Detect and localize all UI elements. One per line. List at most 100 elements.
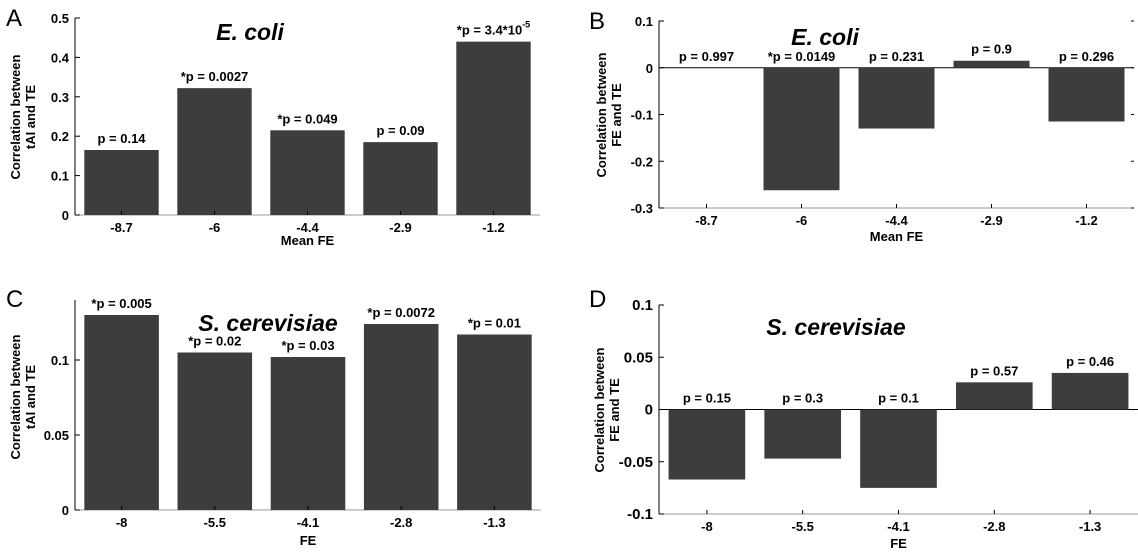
y-tick-label: 0.1	[635, 14, 653, 29]
y-tick-label: 0.2	[51, 129, 69, 144]
y-tick-label: 0.1	[51, 169, 69, 184]
x-tick-label: -2.8	[983, 519, 1005, 534]
x-tick-label: -2.9	[980, 213, 1002, 228]
bar	[270, 357, 346, 510]
p-value-label: p = 0.997	[679, 49, 734, 64]
panel-letter: A	[6, 5, 22, 32]
p-value-label: p = 0.296	[1059, 49, 1114, 64]
bar	[177, 352, 253, 510]
x-axis-label: Mean FE	[281, 233, 335, 248]
p-value-label: p = 0.1	[878, 391, 919, 406]
p-value-text: p = 0.15	[683, 391, 731, 406]
x-tick-label: -6	[796, 213, 808, 228]
p-value-text: *p = 0.03	[281, 338, 334, 353]
bar	[457, 334, 532, 510]
x-tick-label: -8	[701, 519, 713, 534]
y-tick-label: 0	[645, 402, 653, 419]
p-value-text: p = 0.46	[1066, 354, 1114, 369]
panel-a: A 0 0.1 0.2 0.3 0.4 0.5 -8.7 p = 0.14 -6 *p = 0.00…	[6, 5, 540, 248]
bar	[1051, 372, 1129, 410]
p-value-label: p = 0.57	[970, 363, 1018, 378]
chart-title: E. coli	[791, 24, 859, 50]
x-tick-label: -4.1	[297, 515, 319, 530]
p-value-label: *p = 0.0149	[768, 49, 836, 64]
x-tick-label: -2.9	[389, 220, 411, 235]
p-value-text: p = 0.57	[970, 363, 1018, 378]
panel-letter: D	[589, 286, 606, 313]
p-value-label: p = 0.15	[683, 391, 731, 406]
bar	[177, 88, 252, 215]
p-value-label: p = 0.231	[869, 49, 924, 64]
y-axis-label-line: Correlation between	[8, 54, 23, 179]
p-value-label: *p = 0.0027	[181, 69, 249, 84]
bar	[955, 382, 1033, 410]
bar	[858, 67, 935, 129]
x-tick-label: -1.3	[483, 515, 505, 530]
p-value-text: p = 0.9	[971, 42, 1012, 57]
p-value-label: p = 0.9	[971, 42, 1012, 57]
panel-letter: C	[6, 286, 23, 313]
bar	[84, 315, 159, 510]
x-tick-label: -8.7	[695, 213, 717, 228]
p-value-label: *p = 0.049	[277, 111, 337, 126]
bar	[953, 60, 1030, 68]
p-value-text: p = 0.296	[1059, 49, 1114, 64]
panel-b: B -0.3 -0.2 -0.1 0 0.1 -8.7 p = 0.997 -6 *p = 0.0…	[589, 8, 1134, 244]
panel-d: D -0.1 -0.05 0 0.05 0.1 -8 p = 0.15 -5.5 p = 0.3 -…	[589, 286, 1138, 551]
y-tick-label: 0	[62, 503, 69, 518]
x-axis-label: FE	[300, 533, 317, 548]
p-value-label: *p = 3.4*10-5	[457, 20, 530, 38]
y-axis-label-line: FE and TE	[609, 83, 624, 147]
x-axis-label: FE	[890, 536, 907, 548]
p-value-label: *p = 0.02	[188, 334, 241, 349]
bar	[860, 409, 937, 488]
bar	[363, 142, 438, 215]
y-axis-label-line: Correlation between	[594, 52, 609, 177]
x-tick-label: -4.4	[296, 220, 319, 235]
p-value-text: p = 0.09	[376, 123, 424, 138]
y-tick-label: -0.05	[619, 454, 653, 471]
x-tick-label: -5.5	[791, 519, 813, 534]
y-tick-label: 0	[646, 61, 653, 76]
y-axis-label-line: FE and TE	[607, 378, 622, 442]
p-value-label: p = 0.09	[376, 123, 424, 138]
y-tick-label: 0.1	[632, 297, 653, 314]
y-axis-label-line: Correlation between	[8, 334, 23, 459]
x-tick-label: -1.2	[482, 220, 504, 235]
p-value-text: *p = 0.0072	[367, 305, 435, 320]
bar	[764, 409, 842, 459]
p-value-text: *p = 0.005	[91, 296, 151, 311]
p-value-exponent: -5	[522, 20, 530, 30]
x-tick-label: -4.1	[887, 519, 909, 534]
y-tick-label: 0.05	[44, 428, 69, 443]
bar	[270, 130, 345, 215]
y-tick-label: 0.05	[624, 349, 653, 366]
p-value-text: *p = 0.049	[277, 111, 337, 126]
x-tick-label: -1.2	[1075, 213, 1097, 228]
x-tick-label: -2.8	[390, 515, 412, 530]
y-axis-label-line: tAI and TE	[23, 365, 38, 430]
bar	[763, 67, 840, 191]
y-tick-label: -0.1	[631, 108, 653, 123]
chart-title: E. coli	[216, 19, 284, 45]
x-tick-label: -8.7	[110, 220, 132, 235]
p-value-text: p = 0.14	[97, 131, 146, 146]
y-axis-label-line: tAI and TE	[23, 85, 38, 150]
p-value-label: p = 0.46	[1066, 354, 1114, 369]
y-tick-label: 0.1	[51, 353, 69, 368]
y-tick-label: -0.1	[627, 506, 653, 523]
bar	[668, 409, 746, 480]
x-tick-label: -6	[209, 220, 221, 235]
p-value-text: p = 0.1	[878, 391, 919, 406]
panel-letter: B	[589, 8, 605, 35]
y-axis-label-line: Correlation between	[592, 347, 607, 472]
p-value-label: p = 0.3	[782, 391, 823, 406]
p-value-text: p = 0.231	[869, 49, 924, 64]
x-tick-label: -5.5	[204, 515, 226, 530]
y-tick-label: -0.3	[631, 201, 653, 216]
y-tick-label: 0.4	[51, 50, 70, 65]
x-tick-label: -8	[116, 515, 128, 530]
bar	[456, 41, 531, 215]
